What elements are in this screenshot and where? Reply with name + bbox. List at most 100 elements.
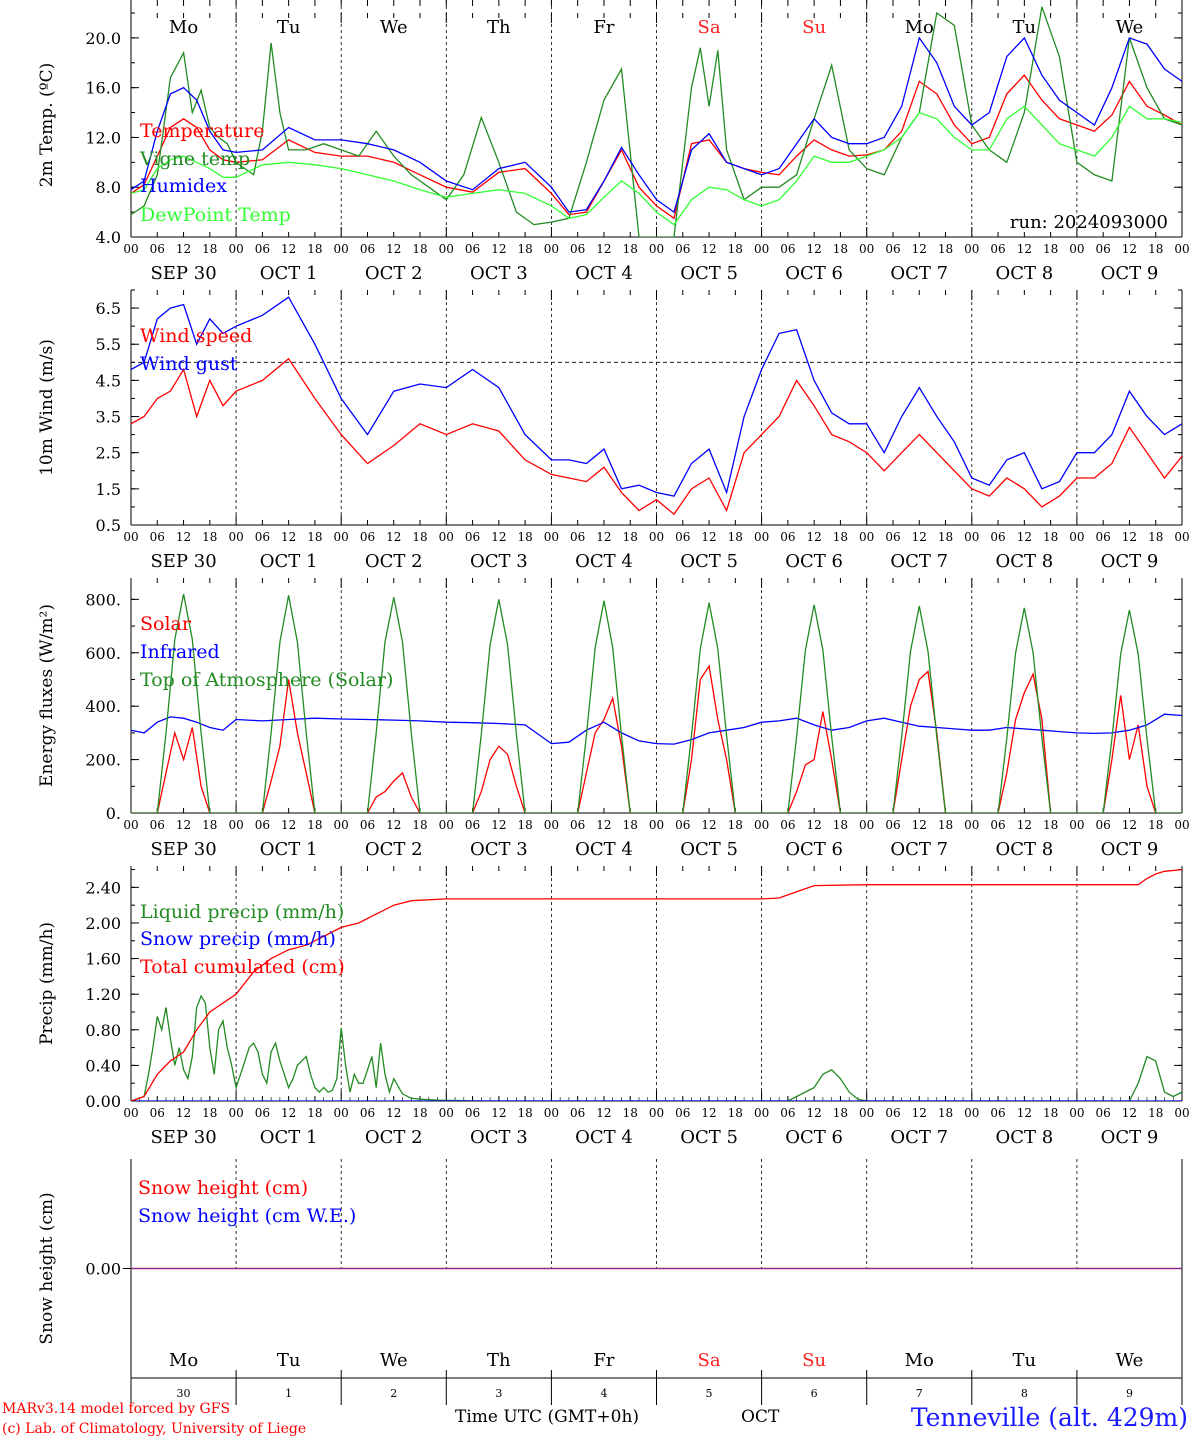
hour-tick-label: 18 [202, 818, 217, 832]
series-line-dewpoint-temp [131, 105, 1182, 226]
hour-tick-label: 06 [675, 530, 690, 544]
hour-tick-label: 12 [176, 818, 191, 832]
y-tick-label: 0.00 [85, 1092, 121, 1111]
hour-tick-label: 12 [176, 242, 191, 256]
date-label: OCT 5 [680, 263, 738, 284]
hour-tick-label: 18 [938, 242, 953, 256]
hour-tick-label: 18 [833, 1106, 848, 1120]
hour-tick-label: 00 [544, 1106, 559, 1120]
hour-tick-label: 00 [964, 530, 979, 544]
hour-tick-label: 06 [1096, 1106, 1111, 1120]
day-name-label: We [380, 17, 408, 38]
date-label: OCT 1 [260, 551, 318, 572]
date-label: OCT 7 [890, 839, 948, 860]
y-tick-label: 800. [85, 590, 121, 609]
hour-tick-label: 18 [412, 530, 427, 544]
footer-day-number: 8 [1021, 1387, 1028, 1400]
y-tick-label: 16.0 [85, 79, 121, 98]
y-tick-label: 2.00 [85, 914, 121, 933]
model-credit: MARv3.14 model forced by GFS [2, 1401, 230, 1417]
footer-day-number: 5 [706, 1387, 713, 1400]
hour-tick-label: 12 [596, 1106, 611, 1120]
hour-tick-label: 12 [176, 1106, 191, 1120]
lab-credit: (c) Lab. of Climatology, University of L… [2, 1421, 306, 1437]
hour-tick-label: 00 [649, 818, 664, 832]
date-label: OCT 4 [575, 1127, 633, 1148]
panel-3: 0. 200. 400. 600. 800. Energy fluxes (W/m²) So… [37, 578, 1190, 860]
hour-tick-label: 18 [623, 1106, 638, 1120]
date-label: OCT 3 [470, 839, 528, 860]
hour-tick-label: 18 [1148, 818, 1163, 832]
date-label: OCT 5 [680, 551, 738, 572]
hour-tick-label: 12 [701, 242, 716, 256]
hour-tick-label: 18 [623, 818, 638, 832]
hour-tick-label: 12 [596, 242, 611, 256]
hour-tick-label: 18 [728, 530, 743, 544]
hour-tick-label: 12 [1122, 530, 1137, 544]
hour-tick-label: 18 [728, 242, 743, 256]
hour-tick-label: 18 [728, 818, 743, 832]
hour-tick-label: 12 [386, 242, 401, 256]
hour-tick-label: 12 [281, 530, 296, 544]
hour-tick-label: 00 [228, 1106, 243, 1120]
panel-1: 4.0 8.0 12.0 16.0 20.0 2m Temp. (ºC) Temperatu… [37, 0, 1190, 284]
hour-tick-label: 12 [596, 530, 611, 544]
hour-tick-label: 06 [675, 1106, 690, 1120]
hour-tick-label: 00 [754, 1106, 769, 1120]
series-line-wind-speed [131, 357, 1182, 516]
hour-tick-label: 18 [938, 818, 953, 832]
hour-tick-label: 06 [675, 818, 690, 832]
hour-tick-label: 00 [439, 242, 454, 256]
hour-tick-label: 06 [255, 242, 270, 256]
hour-tick-label: 00 [334, 818, 349, 832]
hour-tick-label: 00 [859, 530, 874, 544]
hour-tick-label: 12 [807, 1106, 822, 1120]
legend-entry: Temperature [140, 120, 264, 142]
date-label: OCT 7 [890, 1127, 948, 1148]
hour-tick-label: 18 [307, 818, 322, 832]
day-name-label: Su [802, 17, 826, 38]
hour-tick-label: 12 [1017, 1106, 1032, 1120]
hour-tick-label: 12 [1122, 242, 1137, 256]
hour-tick-label: 06 [465, 530, 480, 544]
hour-tick-label: 06 [150, 242, 165, 256]
hour-tick-label: 00 [334, 1106, 349, 1120]
hour-tick-label: 00 [123, 530, 138, 544]
hour-tick-label: 12 [1017, 818, 1032, 832]
date-label: OCT 7 [890, 263, 948, 284]
hour-tick-label: 06 [885, 242, 900, 256]
hour-tick-label: 18 [833, 242, 848, 256]
y-tick-label: 4.5 [96, 371, 121, 390]
day-name-label: Mo [169, 1350, 198, 1371]
hour-tick-label: 12 [596, 818, 611, 832]
date-label: OCT 9 [1101, 263, 1159, 284]
hour-tick-label: 06 [780, 818, 795, 832]
hour-tick-label: 12 [701, 530, 716, 544]
hour-tick-label: 18 [517, 530, 532, 544]
hour-tick-label: 18 [307, 1106, 322, 1120]
hour-tick-label: 06 [990, 818, 1005, 832]
hour-tick-label: 12 [491, 818, 506, 832]
y-tick-label: 4.0 [96, 228, 121, 247]
legend-entry: DewPoint Temp [140, 204, 291, 226]
meteogram-footer: MARv3.14 model forced by GFS (c) Lab. of… [2, 1387, 1188, 1437]
hour-tick-label: 00 [649, 242, 664, 256]
date-label: OCT 8 [995, 1127, 1053, 1148]
y-tick-label: 2.40 [85, 878, 121, 897]
hour-tick-label: 18 [517, 242, 532, 256]
y-tick-label: 6.5 [96, 299, 121, 318]
y-tick-label: 400. [85, 697, 121, 716]
hour-tick-label: 18 [1043, 530, 1058, 544]
hour-tick-label: 06 [885, 530, 900, 544]
day-name-label: Tu [1013, 1350, 1037, 1371]
legend-entry: Solar [140, 613, 192, 635]
hour-tick-label: 18 [517, 1106, 532, 1120]
hour-tick-label: 18 [307, 242, 322, 256]
hour-tick-label: 18 [623, 530, 638, 544]
legend-entry: Wind gust [140, 353, 238, 375]
hour-tick-label: 18 [938, 530, 953, 544]
hour-tick-label: 00 [964, 1106, 979, 1120]
hour-tick-label: 00 [544, 818, 559, 832]
footer-day-number: 6 [811, 1387, 818, 1400]
y-tick-label: 20.0 [85, 29, 121, 48]
